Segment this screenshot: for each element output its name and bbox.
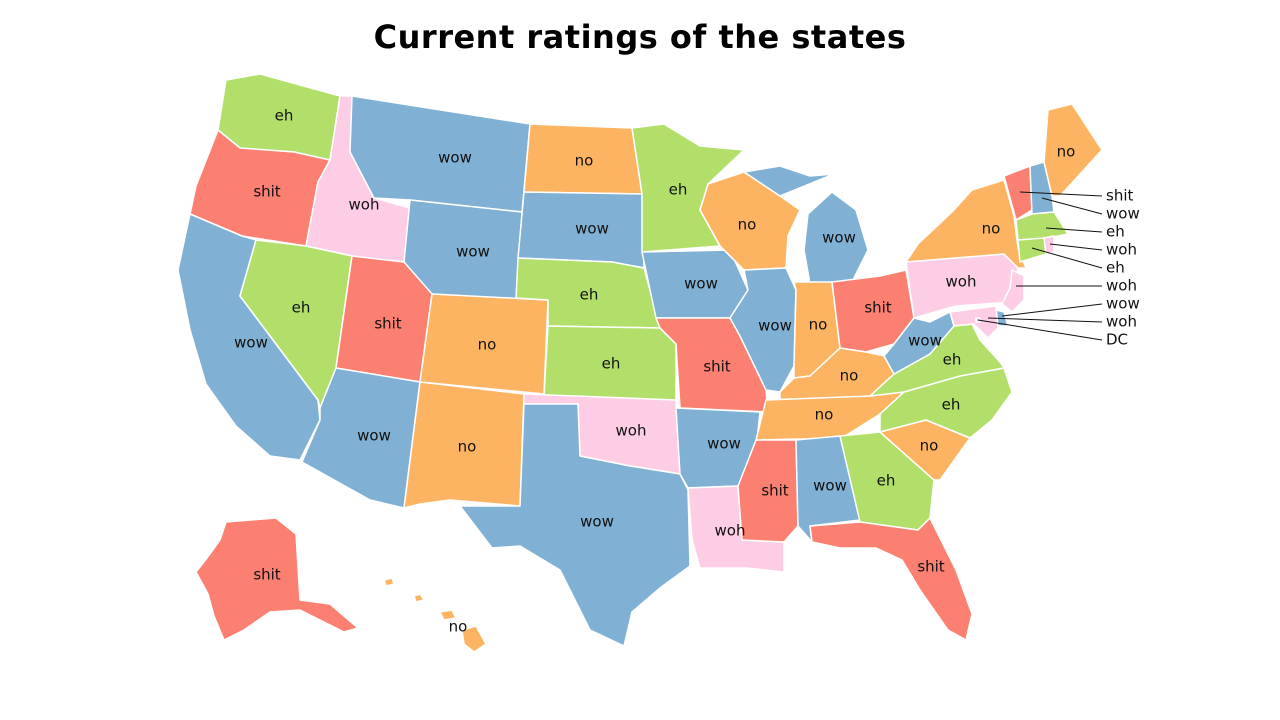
leader-maryland — [987, 317, 1103, 323]
label-iowa: wow — [684, 275, 718, 293]
map-title: Current ratings of the states — [373, 18, 907, 56]
label-new-mexico: no — [458, 438, 477, 456]
leader-delaware — [1001, 303, 1103, 317]
state-massachusetts[interactable] — [1015, 211, 1069, 241]
state-new-jersey[interactable] — [1001, 269, 1025, 313]
label-ohio: shit — [864, 299, 891, 317]
state-alaska[interactable] — [195, 517, 359, 641]
label-texas: wow — [580, 513, 614, 531]
label-hawaii: no — [449, 618, 468, 636]
label-louisiana: woh — [715, 522, 746, 540]
label-arkansas: wow — [707, 435, 741, 453]
state-maine[interactable] — [1043, 103, 1103, 197]
label-kansas: eh — [602, 355, 621, 373]
label-new-york: no — [982, 220, 1001, 238]
label-california: wow — [234, 334, 268, 352]
callout-new-jersey: woh — [1106, 277, 1137, 295]
label-arizona: wow — [357, 427, 391, 445]
label-florida: shit — [917, 558, 944, 576]
label-oklahoma: woh — [616, 422, 647, 440]
label-mississippi: shit — [761, 482, 788, 500]
state-michigan[interactable] — [743, 165, 869, 285]
label-north-carolina: eh — [942, 396, 961, 414]
leader-rhode-island — [1049, 243, 1103, 251]
state-texas[interactable] — [459, 403, 691, 647]
label-north-dakota: no — [575, 152, 594, 170]
leader-new-hampshire — [1041, 197, 1103, 215]
label-idaho: woh — [349, 196, 380, 214]
callout-dc: DC — [1106, 331, 1128, 349]
leader-connecticut — [1031, 247, 1103, 269]
callout-maryland: woh — [1106, 313, 1137, 331]
label-michigan: wow — [822, 229, 856, 247]
state-florida[interactable] — [809, 517, 973, 641]
label-alaska: shit — [253, 566, 280, 584]
label-wisconsin: no — [738, 216, 757, 234]
callout-massachusetts: eh — [1106, 223, 1125, 241]
label-illinois: wow — [758, 317, 792, 335]
callout-delaware: wow — [1106, 295, 1140, 313]
callout-rhode-island: woh — [1106, 241, 1137, 259]
label-south-dakota: wow — [575, 220, 609, 238]
label-indiana: no — [809, 316, 828, 334]
label-alabama: wow — [813, 477, 847, 495]
state-rhode-island[interactable] — [1043, 235, 1055, 255]
leader-massachusetts — [1045, 227, 1103, 233]
callout-vermont: shit — [1106, 187, 1133, 205]
callout-connecticut: eh — [1106, 259, 1125, 277]
label-minnesota: eh — [669, 181, 688, 199]
state-illinois[interactable] — [729, 267, 797, 393]
label-west-virginia: wow — [908, 332, 942, 350]
label-tennessee: no — [815, 406, 834, 424]
label-pennsylvania: woh — [946, 273, 977, 291]
state-kansas[interactable] — [543, 325, 677, 401]
label-montana: wow — [438, 149, 472, 167]
state-new-hampshire[interactable] — [1029, 161, 1055, 215]
label-maine: no — [1057, 143, 1076, 161]
label-wyoming: wow — [456, 243, 490, 261]
label-south-carolina: no — [920, 437, 939, 455]
label-oregon: shit — [253, 183, 280, 201]
label-missouri: shit — [703, 358, 730, 376]
leader-vermont — [1019, 191, 1103, 197]
leader-dc — [977, 319, 1103, 341]
label-kentucky: no — [840, 367, 859, 385]
label-nevada: eh — [292, 299, 311, 317]
label-colorado: no — [478, 336, 497, 354]
callout-new-hampshire: wow — [1106, 205, 1140, 223]
state-maryland[interactable] — [949, 305, 999, 339]
label-nebraska: eh — [580, 286, 599, 304]
state-hawaii[interactable] — [383, 577, 487, 653]
label-utah: shit — [374, 315, 401, 333]
label-washington: eh — [275, 107, 294, 125]
label-georgia: eh — [877, 472, 896, 490]
label-virginia: eh — [943, 351, 962, 369]
state-connecticut[interactable] — [1017, 237, 1047, 263]
